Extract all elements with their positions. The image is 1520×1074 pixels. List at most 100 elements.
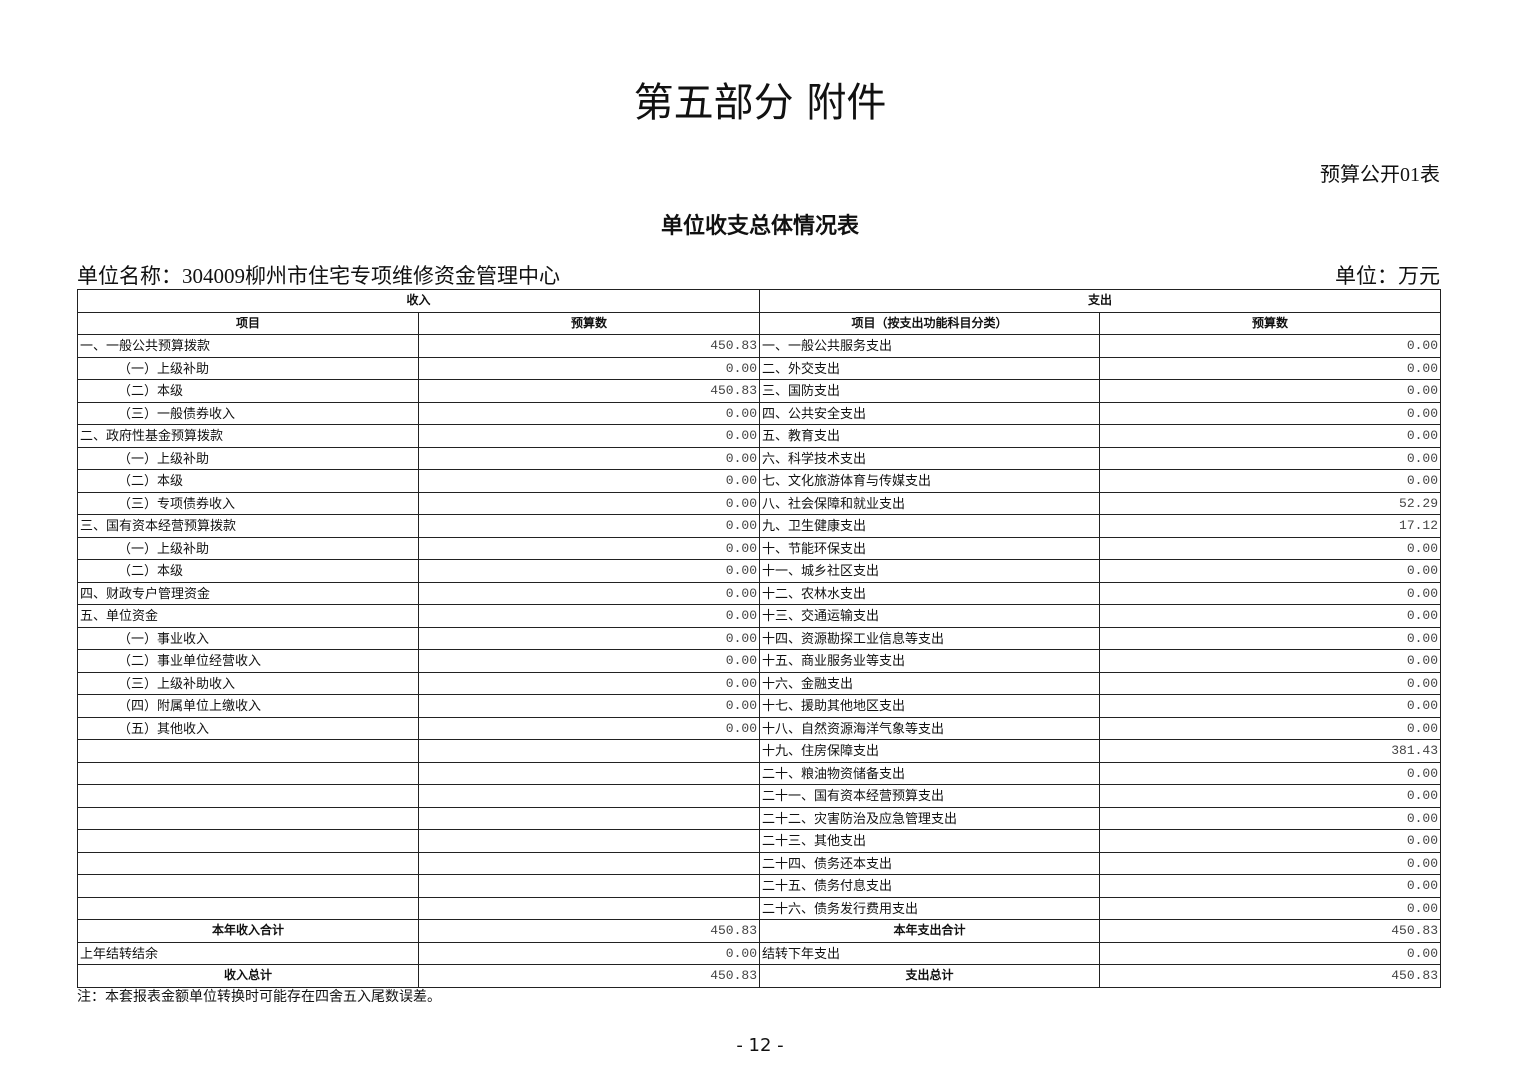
- data-row: （二）本级 0.00 十一、城乡社区支出 0.00: [77, 559, 1442, 583]
- cell: 五、单位资金: [77, 604, 419, 628]
- data-row: 三、国有资本经营预算拨款 0.00 九、卫生健康支出 17.12: [77, 514, 1442, 538]
- cell: [417, 761, 761, 785]
- cell: [77, 896, 419, 920]
- cell: （三）一般债券收入: [77, 401, 419, 425]
- cell: 0.00: [1099, 716, 1442, 740]
- cell: 二十二、灾害防治及应急管理支出: [759, 806, 1101, 830]
- cell: 0.00: [1099, 469, 1442, 493]
- cell: （一）事业收入: [77, 626, 419, 650]
- cell: 一、一般公共服务支出: [759, 334, 1101, 358]
- data-row: 十九、住房保障支出 381.43: [77, 739, 1442, 763]
- cell: 十七、援助其他地区支出: [759, 694, 1101, 718]
- data-row: （一）上级补助 0.00 十、节能环保支出 0.00: [77, 536, 1442, 560]
- cell: 0.00: [1099, 536, 1442, 560]
- cell: 上年结转结余: [77, 941, 419, 965]
- cell: 二十三、其他支出: [759, 829, 1101, 853]
- cell: 0.00: [1099, 559, 1442, 583]
- cell: 0.00: [417, 649, 761, 673]
- note: 注：本套报表金额单位转换时可能存在四舍五入尾数误差。: [77, 990, 441, 1005]
- cell: 0.00: [1099, 874, 1442, 898]
- cell: （二）事业单位经营收入: [77, 649, 419, 673]
- cell: [417, 739, 761, 763]
- cell: 0.00: [417, 559, 761, 583]
- cell: 二十六、债务发行费用支出: [759, 896, 1101, 920]
- data-row: 一、一般公共预算拨款 450.83 一、一般公共服务支出 0.00: [77, 334, 1442, 358]
- cell: （一）上级补助: [77, 536, 419, 560]
- data-row: 二十四、债务还本支出 0.00: [77, 851, 1442, 875]
- cell: （二）本级: [77, 379, 419, 403]
- data-row: （三）上级补助收入 0.00 十六、金融支出 0.00: [77, 671, 1442, 695]
- cell: [417, 851, 761, 875]
- cell: 收入: [76, 289, 761, 313]
- cell: （三）上级补助收入: [77, 671, 419, 695]
- data-row: （一）上级补助 0.00 二、外交支出 0.00: [77, 356, 1442, 380]
- cell: 0.00: [1099, 446, 1442, 470]
- cell: 一、一般公共预算拨款: [77, 334, 419, 358]
- cell: 支出: [759, 289, 1442, 313]
- data-row: 二十三、其他支出 0.00: [77, 829, 1442, 853]
- cell: [77, 739, 419, 763]
- cell: 450.83: [1099, 964, 1442, 988]
- cell: 六、科学技术支出: [759, 446, 1101, 470]
- data-row: 五、单位资金 0.00 十三、交通运输支出 0.00: [77, 604, 1442, 628]
- unit: 单位：万元: [1335, 264, 1440, 288]
- cell: 本年收入合计: [77, 919, 419, 943]
- cell: 0.00: [1099, 671, 1442, 695]
- cell: 四、公共安全支出: [759, 401, 1101, 425]
- cell: 0.00: [417, 469, 761, 493]
- cell: 0.00: [417, 626, 761, 650]
- data-row: 二十六、债务发行费用支出 0.00: [77, 896, 1442, 920]
- cell: 十九、住房保障支出: [759, 739, 1101, 763]
- cell: 二、政府性基金预算拨款: [77, 424, 419, 448]
- cell: 十、节能环保支出: [759, 536, 1101, 560]
- cell: 0.00: [1099, 694, 1442, 718]
- data-row: 二十一、国有资本经营预算支出 0.00: [77, 784, 1442, 808]
- cell: 0.00: [417, 446, 761, 470]
- cell: 二十一、国有资本经营预算支出: [759, 784, 1101, 808]
- summary-row: 上年结转结余 0.00 结转下年支出 0.00: [77, 941, 1442, 965]
- cell: 0.00: [1099, 761, 1442, 785]
- cell: （三）专项债券收入: [77, 491, 419, 515]
- cell: 四、财政专户管理资金: [77, 581, 419, 605]
- cell: （二）本级: [77, 559, 419, 583]
- cell: 450.83: [417, 379, 761, 403]
- cell: [77, 784, 419, 808]
- cell: [417, 874, 761, 898]
- cell: 450.83: [417, 334, 761, 358]
- cell: 0.00: [1099, 829, 1442, 853]
- cell: 二十、粮油物资储备支出: [759, 761, 1101, 785]
- cell: 十三、交通运输支出: [759, 604, 1101, 628]
- summary-row: 收入总计 450.83 支出总计 450.83: [77, 964, 1442, 988]
- cell: [417, 896, 761, 920]
- cell: 0.00: [1099, 334, 1442, 358]
- column-header-row: 项目 预算数 项目（按支出功能科目分类） 预算数: [77, 311, 1442, 335]
- cell: 0.00: [417, 671, 761, 695]
- data-row: 二十、粮油物资储备支出 0.00: [77, 761, 1442, 785]
- cell: 0.00: [417, 604, 761, 628]
- cell: （一）上级补助: [77, 446, 419, 470]
- cell: 52.29: [1099, 491, 1442, 515]
- data-row: （二）事业单位经营收入 0.00 十五、商业服务业等支出 0.00: [77, 649, 1442, 673]
- cell: 结转下年支出: [759, 941, 1101, 965]
- cell: [77, 874, 419, 898]
- cell: 0.00: [1099, 941, 1442, 965]
- cell: 项目: [77, 311, 419, 335]
- cell: [77, 829, 419, 853]
- data-row: （一）上级补助 0.00 六、科学技术支出 0.00: [77, 446, 1442, 470]
- data-row: （一）事业收入 0.00 十四、资源勘探工业信息等支出 0.00: [77, 626, 1442, 650]
- cell: 七、文化旅游体育与传媒支出: [759, 469, 1101, 493]
- cell: 十八、自然资源海洋气象等支出: [759, 716, 1101, 740]
- cell: 二十五、债务付息支出: [759, 874, 1101, 898]
- cell: 0.00: [417, 694, 761, 718]
- budget-table: 收入 支出 项目 预算数 项目（按支出功能科目分类） 预算数 一、一般公共预算拨款 450.8…: [76, 289, 1442, 988]
- cell: [417, 784, 761, 808]
- cell: 0.00: [1099, 424, 1442, 448]
- cell: 十二、农林水支出: [759, 581, 1101, 605]
- cell: 0.00: [417, 356, 761, 380]
- data-row: （三）专项债券收入 0.00 八、社会保障和就业支出 52.29: [77, 491, 1442, 515]
- cell: （二）本级: [77, 469, 419, 493]
- cell: （五）其他收入: [77, 716, 419, 740]
- data-row: 二十二、灾害防治及应急管理支出 0.00: [77, 806, 1442, 830]
- cell: 支出总计: [759, 964, 1101, 988]
- data-row: 二十五、债务付息支出 0.00: [77, 874, 1442, 898]
